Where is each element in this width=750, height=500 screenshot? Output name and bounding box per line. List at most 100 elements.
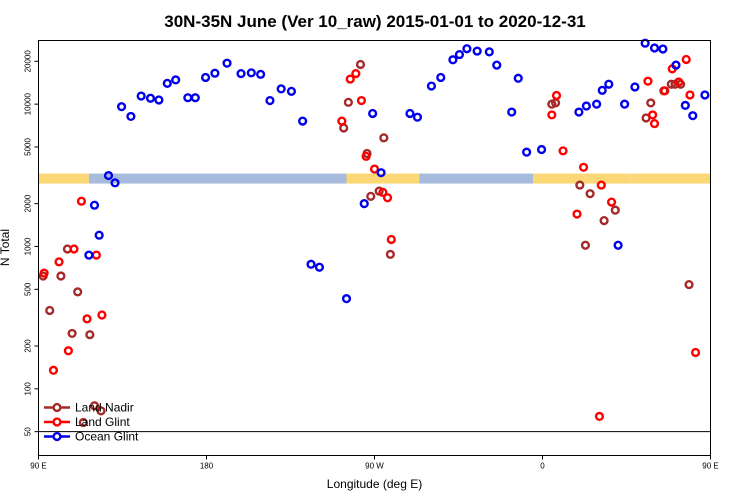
legend-label: Land Nadir bbox=[75, 401, 134, 415]
data-point bbox=[580, 240, 591, 250]
x-tick-label: 90 E bbox=[30, 462, 46, 471]
data-point bbox=[359, 199, 369, 209]
data-point bbox=[379, 133, 389, 143]
y-axis-label: N Total bbox=[0, 229, 12, 266]
data-point bbox=[210, 68, 220, 78]
chart-title: 30N-35N June (Ver 10_raw) 2015-01-01 to … bbox=[164, 12, 585, 31]
data-point bbox=[162, 78, 172, 88]
data-point bbox=[116, 102, 127, 112]
data-point bbox=[666, 79, 676, 89]
band-segment-land bbox=[533, 173, 631, 184]
data-point bbox=[426, 81, 437, 91]
data-point bbox=[89, 401, 100, 411]
data-point bbox=[604, 79, 614, 89]
data-point bbox=[462, 44, 472, 54]
data-point bbox=[685, 90, 695, 100]
data-point bbox=[286, 86, 297, 96]
data-point bbox=[171, 75, 181, 85]
data-point bbox=[63, 346, 73, 356]
data-point bbox=[94, 230, 104, 240]
data-point bbox=[236, 68, 246, 79]
data-point bbox=[522, 147, 532, 157]
data-point bbox=[660, 86, 670, 96]
legend-marker bbox=[52, 431, 62, 442]
x-tick-label: 90 E bbox=[702, 462, 718, 471]
data-point bbox=[200, 72, 211, 83]
data-point bbox=[558, 146, 568, 156]
data-point bbox=[103, 170, 114, 181]
y-tick-label: 200 bbox=[24, 339, 33, 353]
data-point bbox=[39, 268, 49, 278]
band-layer bbox=[38, 173, 711, 184]
data-point bbox=[454, 49, 465, 60]
data-point bbox=[405, 108, 415, 119]
data-point bbox=[355, 59, 366, 70]
legend-marker bbox=[52, 417, 62, 427]
data-point bbox=[67, 328, 77, 339]
data-point bbox=[56, 271, 66, 281]
data-point bbox=[378, 187, 388, 197]
data-point bbox=[97, 310, 107, 320]
data-point bbox=[96, 406, 106, 416]
data-point bbox=[507, 107, 517, 117]
data-point bbox=[276, 84, 286, 94]
data-point bbox=[73, 287, 83, 297]
x-axis: 90 E 180 90 W 0 90 E bbox=[30, 455, 719, 471]
data-point bbox=[341, 294, 352, 304]
data-point bbox=[82, 314, 92, 324]
data-point bbox=[574, 107, 584, 117]
data-point bbox=[361, 151, 371, 161]
data-point bbox=[597, 85, 607, 95]
y-tick-label: 50 bbox=[24, 427, 33, 436]
data-point bbox=[356, 95, 367, 106]
data-point bbox=[551, 90, 562, 101]
band-segment-ocean bbox=[419, 173, 534, 184]
band-segment-land bbox=[346, 173, 420, 184]
data-point bbox=[536, 144, 547, 155]
data-point bbox=[54, 257, 64, 267]
series-ocean-glint bbox=[84, 38, 710, 304]
data-point bbox=[190, 93, 200, 103]
x-axis-label: Longitude (deg E) bbox=[327, 477, 422, 491]
legend-label: Land Glint bbox=[75, 415, 130, 429]
data-point bbox=[89, 200, 100, 210]
data-point bbox=[630, 82, 640, 92]
data-point bbox=[578, 162, 589, 172]
data-point bbox=[492, 60, 502, 70]
y-tick-label: 20000 bbox=[24, 50, 33, 73]
data-point bbox=[366, 191, 376, 201]
data-point bbox=[48, 365, 59, 375]
data-point bbox=[368, 108, 378, 119]
data-point bbox=[145, 93, 156, 103]
data-point bbox=[547, 110, 557, 120]
data-point bbox=[76, 196, 87, 206]
data-point bbox=[386, 234, 396, 245]
legend-marker bbox=[52, 402, 62, 413]
data-point bbox=[343, 97, 353, 107]
data-point bbox=[246, 68, 256, 78]
legend-item: Land Nadir bbox=[44, 401, 134, 415]
data-point bbox=[680, 100, 690, 110]
data-point bbox=[643, 76, 653, 86]
data-point bbox=[472, 46, 482, 56]
data-point bbox=[369, 164, 380, 174]
data-point bbox=[599, 215, 609, 226]
data-point bbox=[126, 111, 136, 122]
data-point bbox=[613, 240, 623, 250]
data-point bbox=[690, 347, 701, 358]
data-point bbox=[436, 72, 446, 83]
data-point bbox=[306, 259, 316, 269]
data-point bbox=[337, 116, 347, 126]
data-point bbox=[596, 180, 606, 190]
data-point bbox=[382, 193, 393, 203]
data-point bbox=[256, 69, 266, 79]
data-point bbox=[45, 305, 55, 316]
data-point bbox=[585, 189, 595, 199]
y-tick-label: 500 bbox=[24, 282, 33, 296]
data-point bbox=[412, 112, 423, 122]
y-tick-label: 5000 bbox=[24, 138, 33, 156]
data-point bbox=[314, 262, 325, 272]
data-point bbox=[376, 168, 386, 178]
data-point bbox=[684, 279, 694, 290]
